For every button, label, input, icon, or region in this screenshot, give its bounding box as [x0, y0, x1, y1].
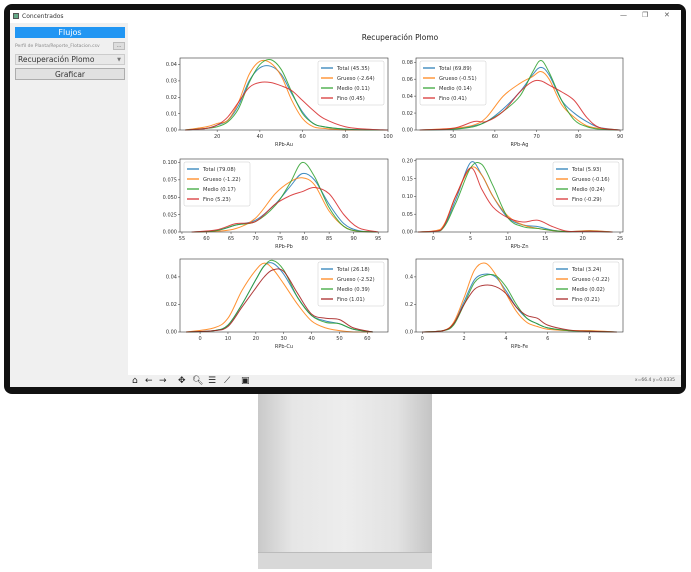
flujos-button[interactable]: Flujos [15, 27, 125, 38]
monitor-stand-base [258, 552, 432, 569]
navigation-toolbar: ⌂ ← → ✥ 🔍︎ ☰ ⟋ ▣ x=66.4 y=0.0335 [128, 375, 681, 387]
maximize-button[interactable]: ❐ [642, 11, 649, 19]
screen: Concentrados — ❐ ✕ Flujos Perfil de Plan… [10, 10, 681, 387]
sidebar: Flujos Perfil de Planta/Reporte_Flotacio… [10, 23, 128, 387]
configure-subplots-icon[interactable]: ☰ [208, 376, 217, 386]
graficar-button[interactable]: Graficar [15, 68, 125, 80]
chevron-down-icon: ▼ [117, 57, 121, 63]
browse-button[interactable]: ... [113, 42, 125, 50]
select-value: Recuperación Plomo [18, 55, 95, 64]
forward-icon[interactable]: → [159, 376, 167, 386]
edit-axes-icon[interactable]: ⟋ [224, 376, 231, 386]
monitor-stand [258, 392, 432, 568]
recovery-select[interactable]: Recuperación Plomo ▼ [15, 54, 125, 65]
save-icon[interactable]: ▣ [241, 376, 250, 386]
back-icon[interactable]: ← [145, 376, 153, 386]
title-bar: Concentrados — ❐ ✕ [10, 10, 681, 23]
close-button[interactable]: ✕ [664, 11, 670, 19]
window-title: Concentrados [22, 13, 64, 20]
cursor-coordinates: x=66.4 y=0.0335 [634, 378, 675, 383]
pan-icon[interactable]: ✥ [178, 376, 186, 386]
zoom-icon[interactable]: 🔍︎ [192, 376, 204, 386]
app-icon [13, 13, 19, 19]
plot-canvas[interactable] [128, 23, 681, 375]
minimize-button[interactable]: — [620, 11, 627, 19]
file-path-field[interactable]: Perfil de Planta/Reporte_Flotacion.csv [15, 44, 100, 49]
home-icon[interactable]: ⌂ [132, 376, 138, 386]
